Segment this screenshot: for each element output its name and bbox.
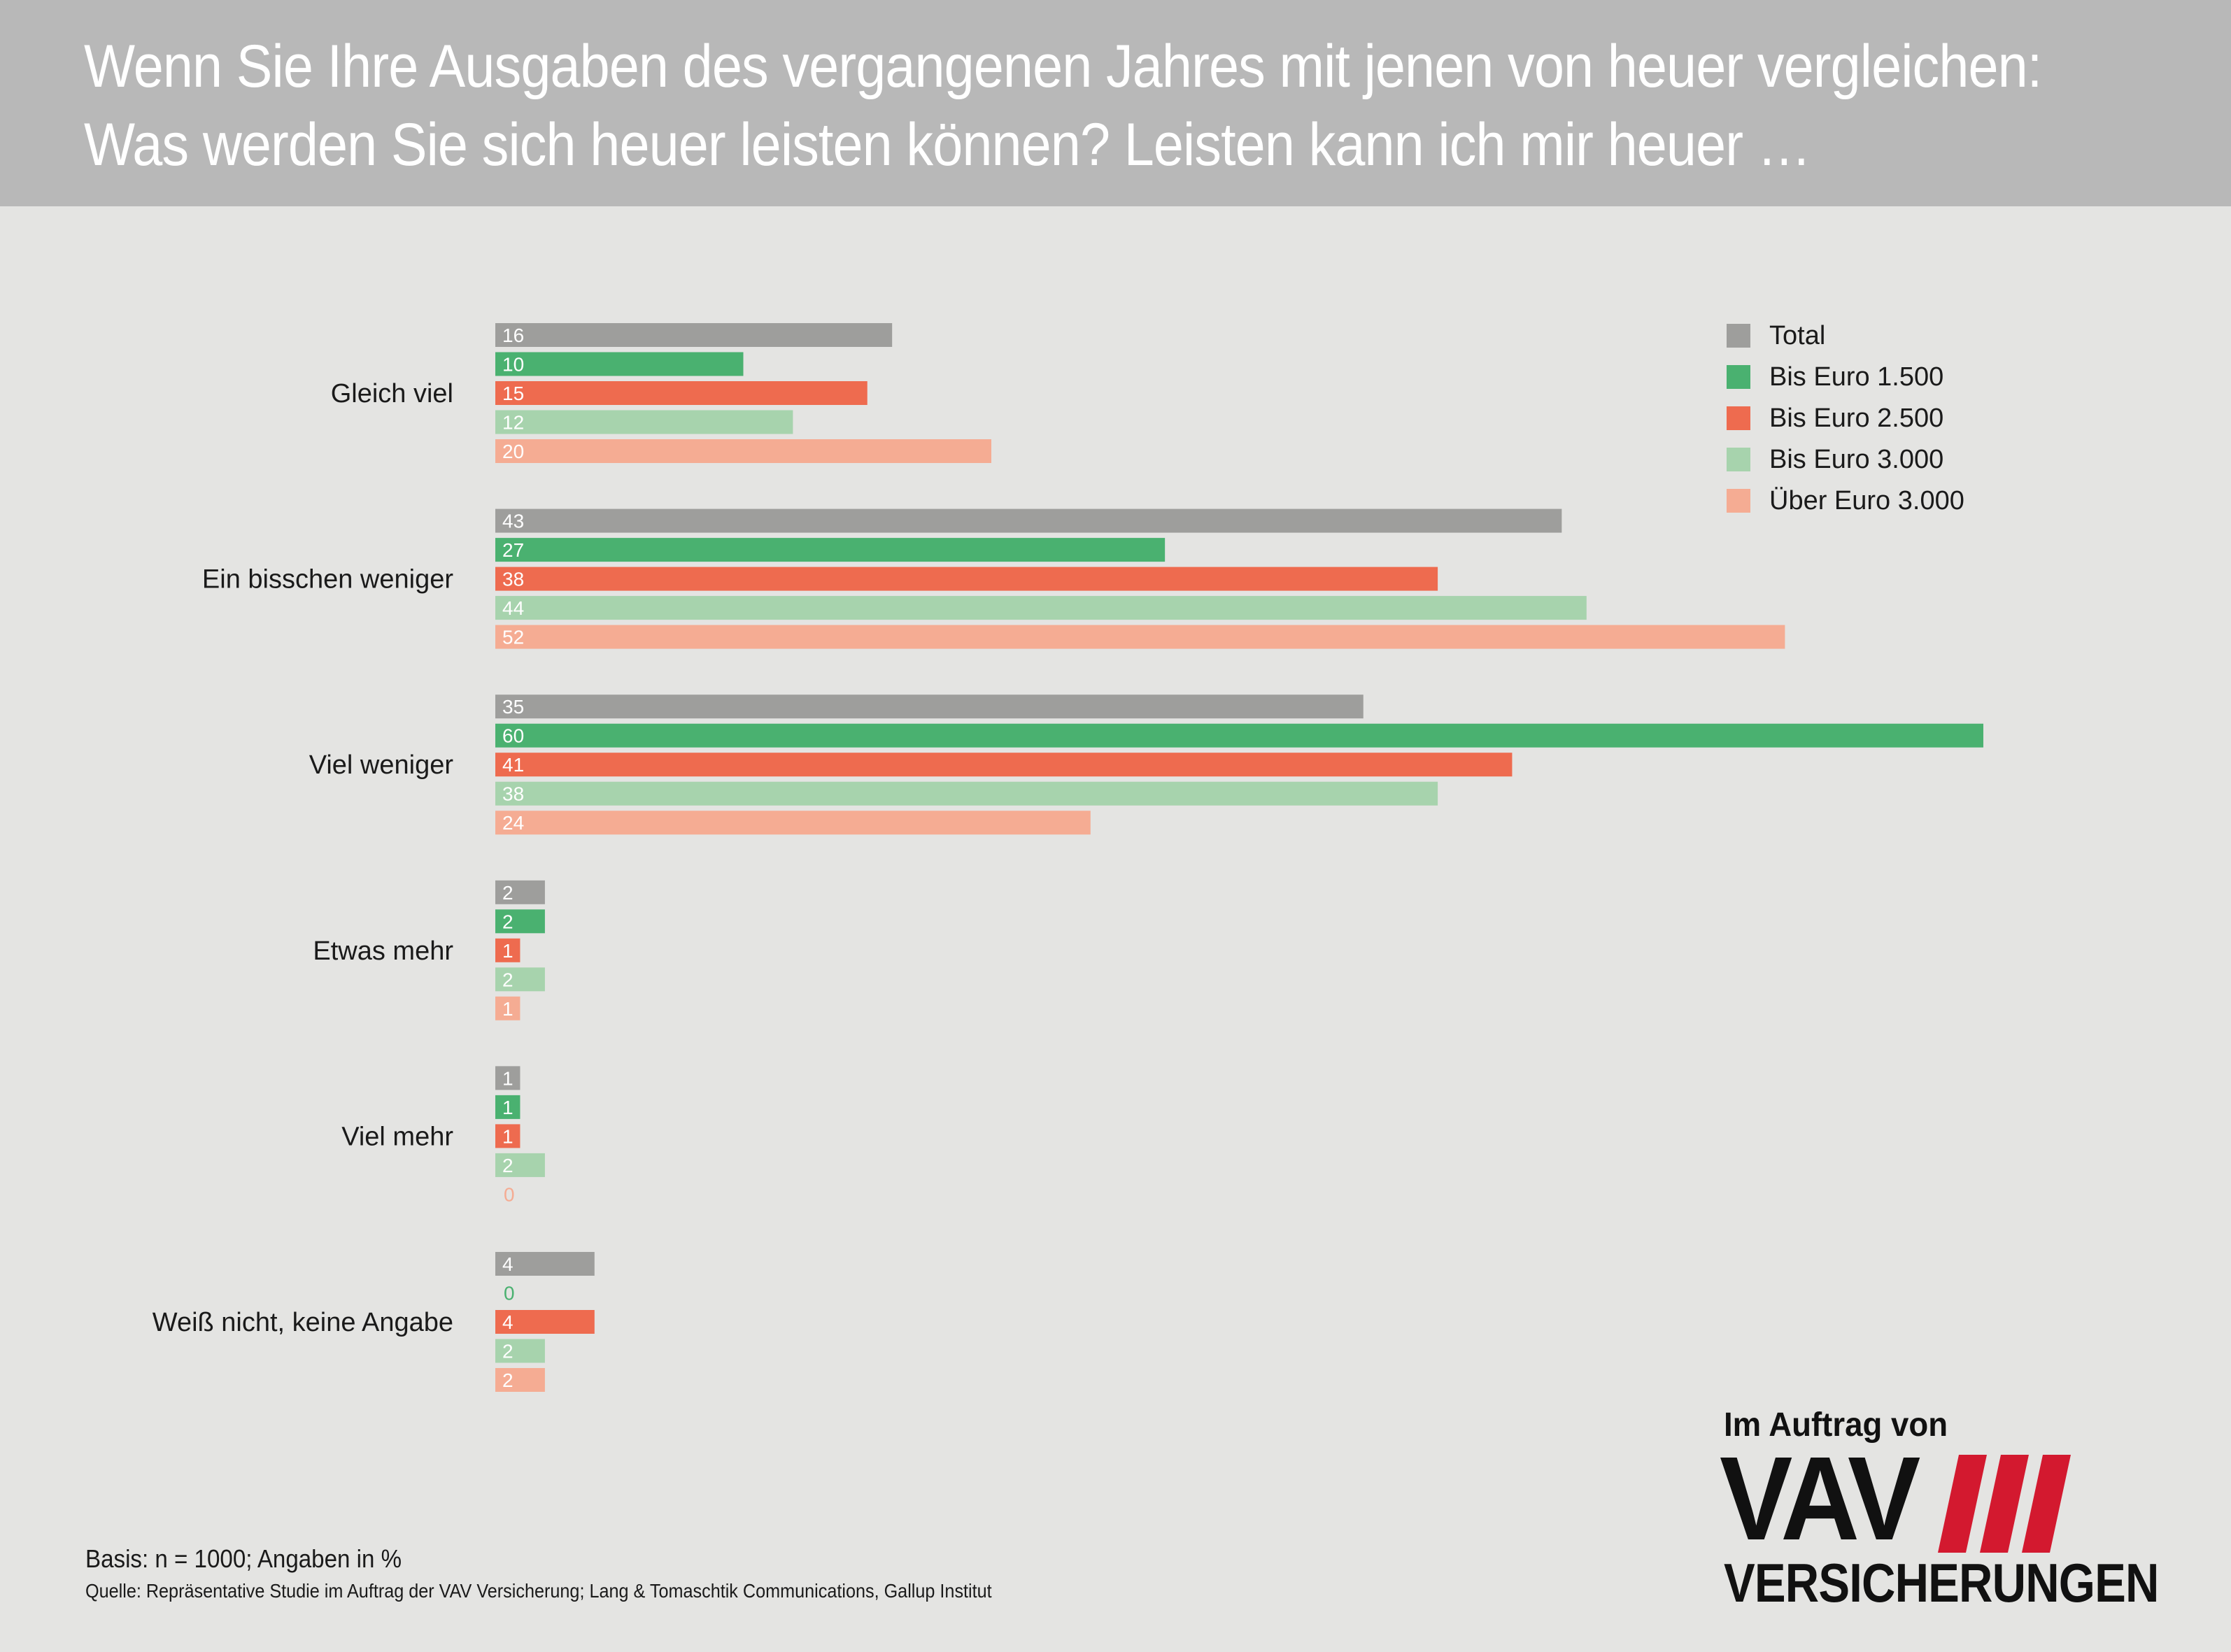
bar-value-label: 24	[502, 812, 524, 834]
bar	[495, 1339, 545, 1363]
bar	[495, 753, 1513, 777]
bar	[495, 880, 545, 904]
bar-value-label: 2	[502, 882, 514, 904]
bar	[495, 567, 1438, 591]
logo-caption: Im Auftrag von	[1724, 1407, 1948, 1444]
bar-value-label: 1	[502, 1097, 514, 1118]
bar	[495, 439, 991, 463]
bar	[495, 508, 1562, 533]
bar-value-label: 1	[502, 1067, 514, 1089]
bar	[495, 410, 793, 434]
legend-label: Bis Euro 2.500	[1769, 404, 1944, 433]
logo-stripe	[1980, 1455, 2029, 1553]
bar-value-label: 1	[502, 940, 514, 962]
logo-brand: VAV	[1720, 1432, 1920, 1565]
logo-stripes-icon	[1938, 1455, 2071, 1553]
bar-value-label: 43	[502, 511, 524, 532]
bar-value-label: 12	[502, 412, 524, 434]
footer-source: Quelle: Repräsentative Studie im Auftrag…	[85, 1580, 992, 1602]
legend-swatch	[1727, 489, 1750, 513]
bar	[495, 352, 744, 376]
category-label: Ein bisschen weniger	[202, 565, 453, 594]
chart-title-line-2: Was werden Sie sich heuer leisten können…	[84, 111, 1811, 178]
bar-value-label: 2	[502, 1369, 514, 1391]
bar	[495, 538, 1166, 562]
bar-value-label: 44	[502, 597, 524, 619]
bar-value-label: 27	[502, 539, 524, 561]
bar	[495, 381, 867, 405]
bar-value-label: 52	[502, 627, 524, 648]
bar	[495, 1095, 520, 1119]
logo-subtitle: VERSICHERUNGEN	[1724, 1552, 2159, 1614]
bar-value-label: 2	[502, 969, 514, 990]
bar	[495, 723, 1983, 748]
bar-value-label: 1	[502, 1125, 514, 1147]
category-label: Viel weniger	[309, 750, 454, 780]
bar-value-label: 4	[502, 1311, 514, 1333]
bar-value-label: 35	[502, 696, 524, 718]
bar-value-label: 15	[502, 383, 524, 404]
bar-value-label: 0	[504, 1283, 515, 1304]
bar-value-label: 16	[502, 325, 524, 346]
legend-swatch	[1727, 324, 1750, 348]
category-label: Viel mehr	[341, 1122, 453, 1151]
bar	[495, 1368, 545, 1392]
bar-value-label: 41	[502, 754, 524, 776]
legend-label: Bis Euro 3.000	[1769, 445, 1944, 474]
bar-value-label: 2	[502, 1341, 514, 1362]
logo-stripe	[1938, 1455, 1987, 1553]
legend-swatch	[1727, 448, 1750, 471]
category-label: Gleich viel	[331, 379, 453, 408]
bar-value-label: 60	[502, 725, 524, 747]
legend-label: Über Euro 3.000	[1769, 486, 1964, 515]
bar	[495, 938, 520, 962]
bar-value-label: 0	[504, 1183, 515, 1205]
bar	[495, 909, 545, 934]
category-label: Weiß nicht, keine Angabe	[153, 1308, 453, 1337]
logo-stripe	[2022, 1455, 2071, 1553]
bar-value-label: 20	[502, 441, 524, 462]
bar-value-label: 38	[502, 783, 524, 805]
bar	[495, 781, 1438, 806]
bar	[495, 996, 520, 1020]
bar-value-label: 10	[502, 354, 524, 376]
bar	[495, 323, 893, 347]
header-banner: Wenn Sie Ihre Ausgaben des vergangenen J…	[0, 0, 2231, 206]
legend-swatch	[1727, 365, 1750, 389]
legend-label: Total	[1769, 321, 1826, 350]
bar	[495, 1310, 595, 1334]
bar-value-label: 1	[502, 998, 514, 1020]
bar	[495, 625, 1785, 649]
bar	[495, 1252, 595, 1276]
footer-basis: Basis: n = 1000; Angaben in %	[85, 1544, 402, 1573]
bar-value-label: 4	[502, 1253, 514, 1275]
legend-swatch	[1727, 406, 1750, 430]
chart-title-line-1: Wenn Sie Ihre Ausgaben des vergangenen J…	[84, 33, 2042, 100]
bar-value-label: 38	[502, 569, 524, 590]
bar	[495, 695, 1364, 719]
bar	[495, 1124, 520, 1148]
bar	[495, 596, 1587, 620]
legend-label: Bis Euro 1.500	[1769, 362, 1944, 392]
bar	[495, 811, 1091, 835]
category-label: Etwas mehr	[313, 937, 453, 966]
bar-value-label: 2	[502, 911, 514, 932]
bar	[495, 1066, 520, 1090]
vav-logo: Im Auftrag von VAV VERSICHERUNGEN	[1720, 1406, 2186, 1614]
bar	[495, 1153, 545, 1177]
bar	[495, 967, 545, 992]
bar-value-label: 2	[502, 1155, 514, 1176]
